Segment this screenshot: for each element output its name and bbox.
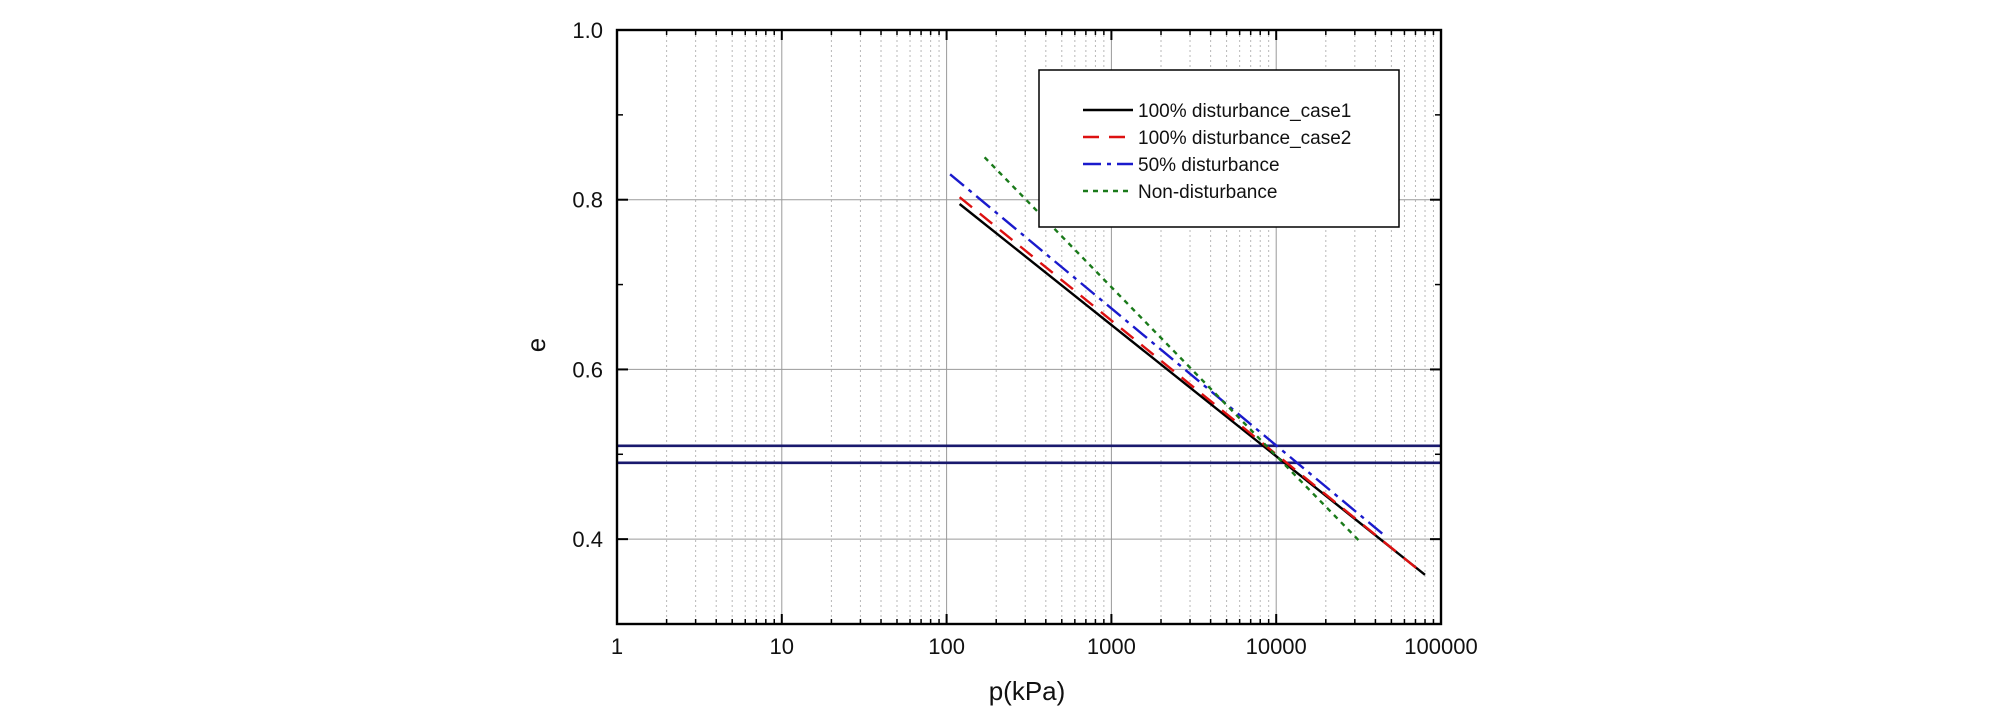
y-tick-label: 0.6: [572, 357, 603, 382]
y-tick-label: 0.8: [572, 188, 603, 213]
grid-layer: [616, 29, 1442, 624]
legend: 100% disturbance_case1 100% disturbance_c…: [1038, 69, 1400, 228]
axes-layer: 1 10 100 1000 10000 100000 0.4 0.6 0.8 1.0: [572, 18, 1477, 659]
y-tick-label: 0.4: [572, 527, 603, 552]
x-tick-label: 100000: [1404, 634, 1477, 659]
y-axis-title: e: [521, 338, 551, 352]
x-tick-label: 1000: [1087, 634, 1136, 659]
legend-label-4: Non-disturbance: [1138, 182, 1277, 203]
x-tick-label: 100: [928, 634, 965, 659]
x-tick-label: 10: [770, 634, 794, 659]
legend-box: [1038, 69, 1400, 228]
legend-label-2: 100% disturbance_case2: [1138, 128, 1351, 149]
series-line-2: [958, 196, 1422, 573]
x-tick-label: 1: [611, 634, 623, 659]
y-tick-label: 1.0: [572, 18, 603, 43]
series-line-3: [949, 173, 1385, 536]
reference-lines: [617, 444, 1441, 465]
legend-label-3: 50% disturbance: [1138, 155, 1280, 176]
series-line-1: [958, 203, 1426, 576]
x-tick-label: 10000: [1246, 634, 1307, 659]
plot-frame: [615, 28, 1443, 626]
series-layer: [949, 156, 1426, 576]
legend-label-1: 100% disturbance_case1: [1138, 101, 1351, 122]
x-axis-title: p(kPa): [989, 676, 1066, 706]
